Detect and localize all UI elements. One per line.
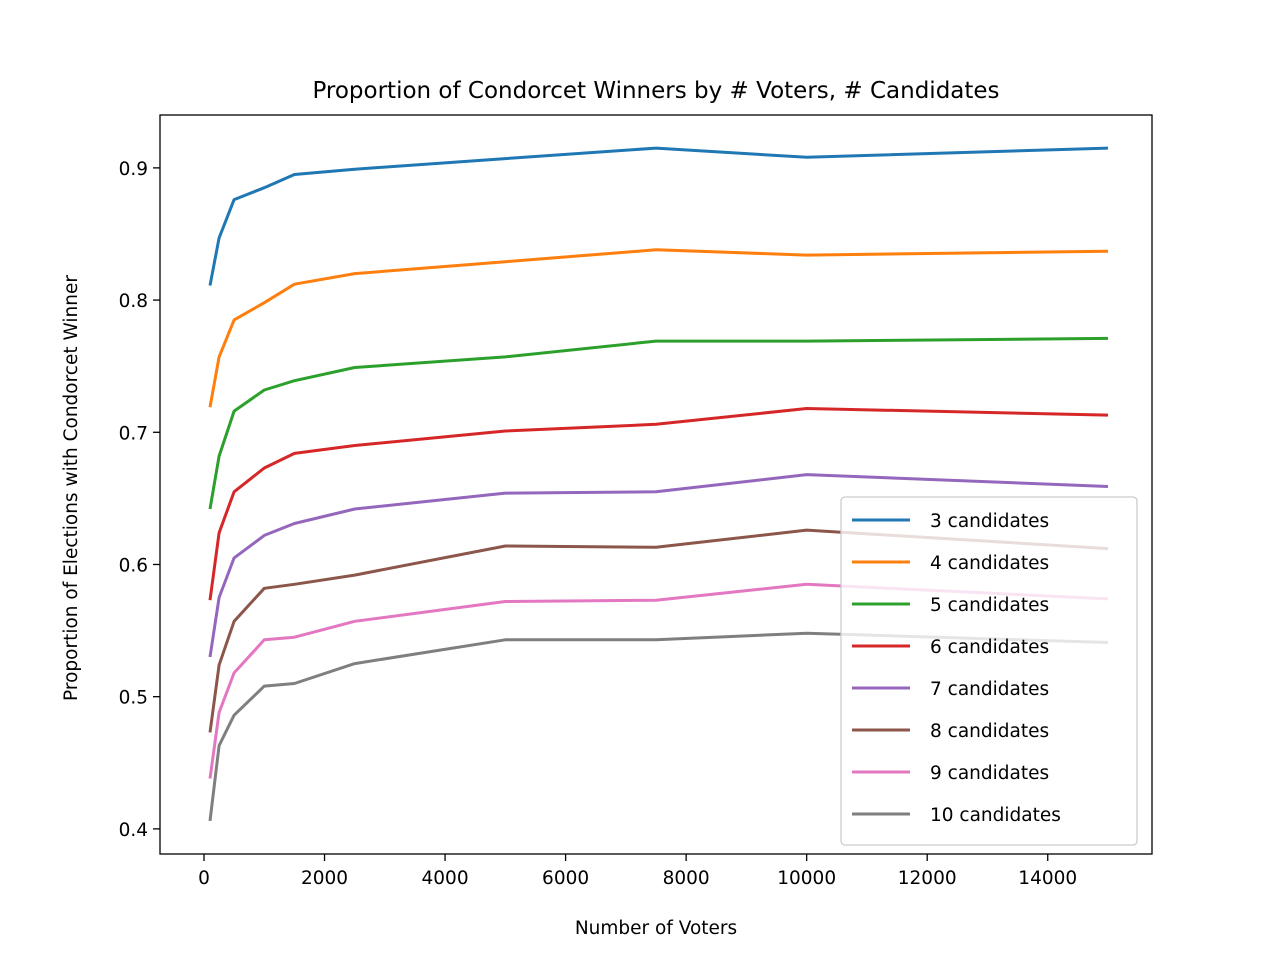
legend: 3 candidates 4 candidates 5 candidates 6 ca… <box>840 496 1138 846</box>
x-tick-label: 4000 <box>422 868 469 889</box>
legend-entry: 3 candidates <box>930 511 1049 532</box>
y-tick-label: 0.8 <box>119 291 148 312</box>
series-line <box>208 146 1109 286</box>
y-tick-label: 0.7 <box>119 423 148 444</box>
chart-title: Proportion of Condorcet Winners by # Vot… <box>312 78 999 104</box>
legend-entry: 7 candidates <box>930 679 1049 700</box>
legend-entry: 4 candidates <box>930 553 1049 574</box>
legend-entry: 9 candidates <box>930 763 1049 784</box>
series-line <box>208 336 1109 510</box>
legend-entry: 8 candidates <box>930 721 1049 742</box>
y-tick-label: 0.9 <box>119 159 148 180</box>
y-axis-label: Proportion of Elections with Condorcet W… <box>61 275 82 701</box>
legend-box <box>840 496 1138 846</box>
x-tick-label: 8000 <box>663 868 710 889</box>
x-tick-label: 12000 <box>898 868 957 889</box>
y-tick-label: 0.6 <box>119 555 148 576</box>
series-line <box>208 473 1109 658</box>
axis-ticks: 0 2000 4000 6000 8000 10000 12000 14000 0.4 0.5 0.… <box>119 159 1078 889</box>
legend-entry: 6 candidates <box>930 637 1049 658</box>
plot-series <box>208 146 1109 822</box>
x-tick-label: 10000 <box>777 868 836 889</box>
series-line <box>208 631 1109 822</box>
plot-frame <box>159 114 1153 855</box>
x-tick-label: 0 <box>198 868 210 889</box>
series-line <box>208 528 1109 733</box>
series-line <box>208 582 1109 779</box>
series-line <box>208 407 1109 601</box>
legend-entry: 10 candidates <box>930 805 1061 826</box>
y-tick-label: 0.5 <box>119 688 148 709</box>
x-tick-label: 2000 <box>301 868 348 889</box>
x-axis-label: Number of Voters <box>575 918 737 939</box>
x-tick-label: 14000 <box>1018 868 1077 889</box>
x-tick-label: 6000 <box>542 868 589 889</box>
legend-entry: 5 candidates <box>930 595 1049 616</box>
y-tick-label: 0.4 <box>119 820 148 841</box>
series-line <box>208 248 1109 408</box>
